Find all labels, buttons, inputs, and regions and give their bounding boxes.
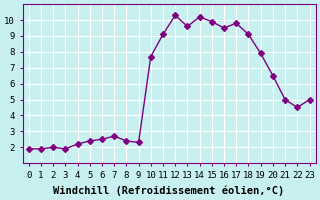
X-axis label: Windchill (Refroidissement éolien,°C): Windchill (Refroidissement éolien,°C)	[53, 185, 285, 196]
